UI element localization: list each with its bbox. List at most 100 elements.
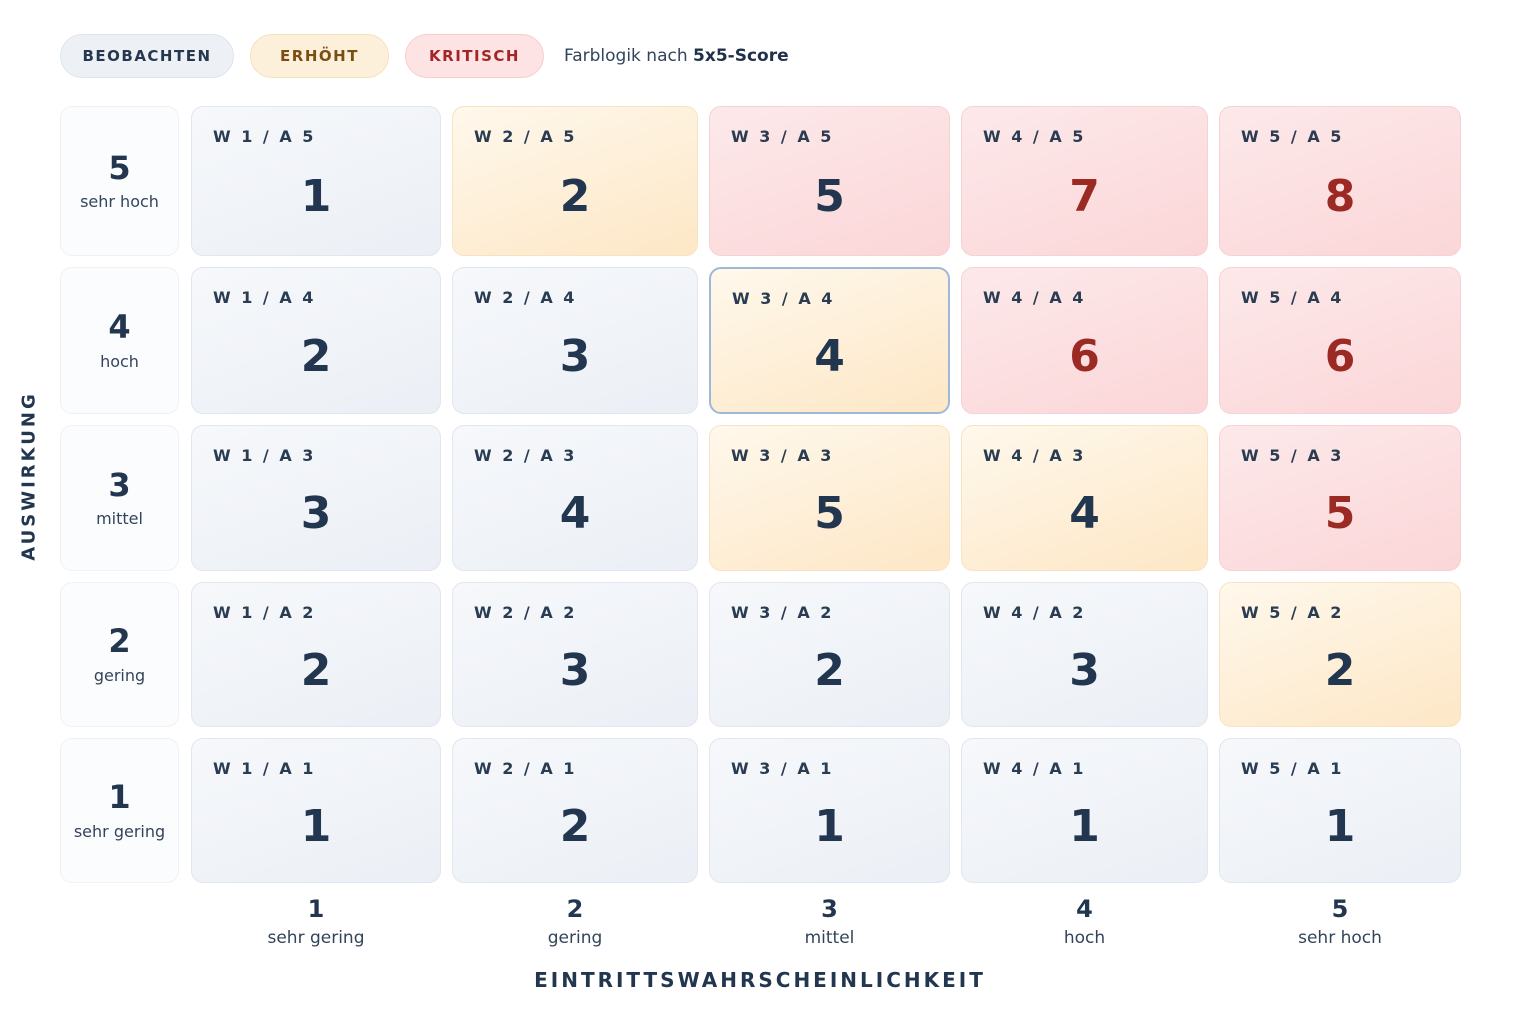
matrix-cell-w3-a5[interactable]: W 3 / A 5 5 <box>709 106 950 256</box>
cell-score: 1 <box>300 171 332 222</box>
cell-code: W 3 / A 1 <box>731 759 834 778</box>
cell-score: 8 <box>1324 171 1356 222</box>
row-label-a4: 4 hoch <box>60 267 179 414</box>
legend-pill-beobachten: BEOBACHTEN <box>60 34 234 78</box>
cell-score: 2 <box>814 644 845 696</box>
cell-score: 1 <box>300 800 332 852</box>
matrix-cell-w3-a1[interactable]: W 3 / A 1 1 <box>709 738 950 883</box>
column-label-number: 3 <box>821 895 838 923</box>
row-label-number: 1 <box>108 778 131 817</box>
column-label-w4: 4 hoch <box>961 895 1208 949</box>
cell-score: 6 <box>1069 330 1100 382</box>
cell-score: 5 <box>814 488 845 539</box>
legend-pill-erhoeht: ERHÖHT <box>250 34 389 78</box>
row-label-number: 4 <box>108 308 131 347</box>
matrix-cell-w2-a3[interactable]: W 2 / A 3 4 <box>452 425 698 571</box>
cell-code: W 1 / A 2 <box>213 603 316 622</box>
column-label-w1: 1 sehr gering <box>191 895 441 949</box>
row-label-a3: 3 mittel <box>60 425 179 571</box>
cell-score: 5 <box>814 171 845 222</box>
matrix-cell-w4-a1[interactable]: W 4 / A 1 1 <box>961 738 1208 883</box>
matrix-cell-w2-a5[interactable]: W 2 / A 5 2 <box>452 106 698 256</box>
column-label-text: gering <box>547 928 603 949</box>
column-label-number: 2 <box>566 895 584 923</box>
cell-score: 3 <box>559 330 591 382</box>
cell-code: W 2 / A 1 <box>474 759 577 778</box>
cell-score: 2 <box>300 330 332 382</box>
cell-code: W 2 / A 3 <box>474 446 577 465</box>
matrix-cell-w1-a2[interactable]: W 1 / A 2 2 <box>191 582 441 727</box>
cell-code: W 5 / A 5 <box>1241 127 1344 146</box>
cell-code: W 4 / A 5 <box>983 127 1086 146</box>
row-label-number: 2 <box>108 622 131 661</box>
cell-score: 1 <box>1324 800 1356 852</box>
x-axis-title: EINTRITTSWAHRSCHEINLICHKEIT <box>534 968 986 992</box>
cell-code: W 2 / A 4 <box>474 288 577 307</box>
cell-code: W 4 / A 4 <box>983 288 1086 307</box>
cell-code: W 1 / A 5 <box>213 127 316 146</box>
cell-score: 1 <box>1069 800 1100 852</box>
cell-score: 4 <box>814 330 845 382</box>
column-label-text: sehr gering <box>267 928 365 949</box>
column-label-text: sehr hoch <box>1298 928 1382 949</box>
row-label-a5: 5 sehr hoch <box>60 106 179 256</box>
matrix-cell-w5-a2[interactable]: W 5 / A 2 2 <box>1219 582 1461 727</box>
cell-score: 5 <box>1324 488 1356 539</box>
matrix-cell-w3-a2[interactable]: W 3 / A 2 2 <box>709 582 950 727</box>
column-label-text: hoch <box>1063 928 1106 949</box>
column-label-text: mittel <box>804 928 855 949</box>
column-label-w3: 3 mittel <box>709 895 950 949</box>
cell-code: W 3 / A 5 <box>731 127 834 146</box>
row-label-number: 5 <box>108 148 131 187</box>
cell-code: W 3 / A 3 <box>731 446 834 465</box>
matrix-cell-w1-a4[interactable]: W 1 / A 4 2 <box>191 267 441 414</box>
cell-code: W 3 / A 4 <box>732 289 835 308</box>
cell-code: W 4 / A 3 <box>983 446 1086 465</box>
row-label-text: gering <box>93 665 146 685</box>
cell-code: W 5 / A 3 <box>1241 446 1344 465</box>
matrix-cell-w3-a4[interactable]: W 3 / A 4 4 <box>709 267 950 414</box>
row-label-text: sehr hoch <box>80 192 159 212</box>
matrix-cell-w5-a1[interactable]: W 5 / A 1 1 <box>1219 738 1461 883</box>
cell-code: W 1 / A 3 <box>213 446 316 465</box>
row-label-text: hoch <box>100 351 139 371</box>
matrix-cell-w5-a5[interactable]: W 5 / A 5 8 <box>1219 106 1461 256</box>
cell-score: 2 <box>559 171 591 222</box>
legend-note: Farblogik nach 5x5-Score <box>564 46 789 66</box>
matrix-cell-w2-a1[interactable]: W 2 / A 1 2 <box>452 738 698 883</box>
row-label-a1: 1 sehr gering <box>60 738 179 883</box>
matrix-cell-w5-a3[interactable]: W 5 / A 3 5 <box>1219 425 1461 571</box>
cell-code: W 4 / A 1 <box>983 759 1086 778</box>
matrix-cell-w1-a3[interactable]: W 1 / A 3 3 <box>191 425 441 571</box>
column-label-number: 1 <box>307 895 325 923</box>
column-label-number: 5 <box>1331 895 1349 923</box>
matrix-cell-w4-a3[interactable]: W 4 / A 3 4 <box>961 425 1208 571</box>
matrix-cell-w2-a4[interactable]: W 2 / A 4 3 <box>452 267 698 414</box>
y-axis-title: AUSWIRKUNG <box>18 391 40 561</box>
cell-score: 2 <box>300 644 332 696</box>
column-label-number: 4 <box>1076 895 1093 923</box>
cell-code: W 5 / A 4 <box>1241 288 1344 307</box>
cell-score: 2 <box>1324 644 1356 696</box>
cell-code: W 4 / A 2 <box>983 603 1086 622</box>
column-label-w2: 2 gering <box>452 895 698 949</box>
cell-code: W 2 / A 5 <box>474 127 577 146</box>
matrix-cell-w4-a2[interactable]: W 4 / A 2 3 <box>961 582 1208 727</box>
matrix-cell-w1-a5[interactable]: W 1 / A 5 1 <box>191 106 441 256</box>
cell-score: 3 <box>1069 644 1100 696</box>
cell-score: 4 <box>559 488 591 539</box>
matrix-cell-w4-a5[interactable]: W 4 / A 5 7 <box>961 106 1208 256</box>
matrix-cell-w5-a4[interactable]: W 5 / A 4 6 <box>1219 267 1461 414</box>
legend-pill-kritisch: KRITISCH <box>405 34 544 78</box>
cell-score: 2 <box>559 800 591 852</box>
row-label-text: sehr gering <box>73 821 166 841</box>
matrix-cell-w1-a1[interactable]: W 1 / A 1 1 <box>191 738 441 883</box>
matrix-cell-w3-a3[interactable]: W 3 / A 3 5 <box>709 425 950 571</box>
cell-score: 1 <box>814 800 845 852</box>
cell-score: 6 <box>1324 330 1356 382</box>
legend-note-bold: 5x5-Score <box>693 46 789 66</box>
matrix-cell-w4-a4[interactable]: W 4 / A 4 6 <box>961 267 1208 414</box>
legend-note-text: Farblogik nach <box>564 46 694 66</box>
matrix-cell-w2-a2[interactable]: W 2 / A 2 3 <box>452 582 698 727</box>
